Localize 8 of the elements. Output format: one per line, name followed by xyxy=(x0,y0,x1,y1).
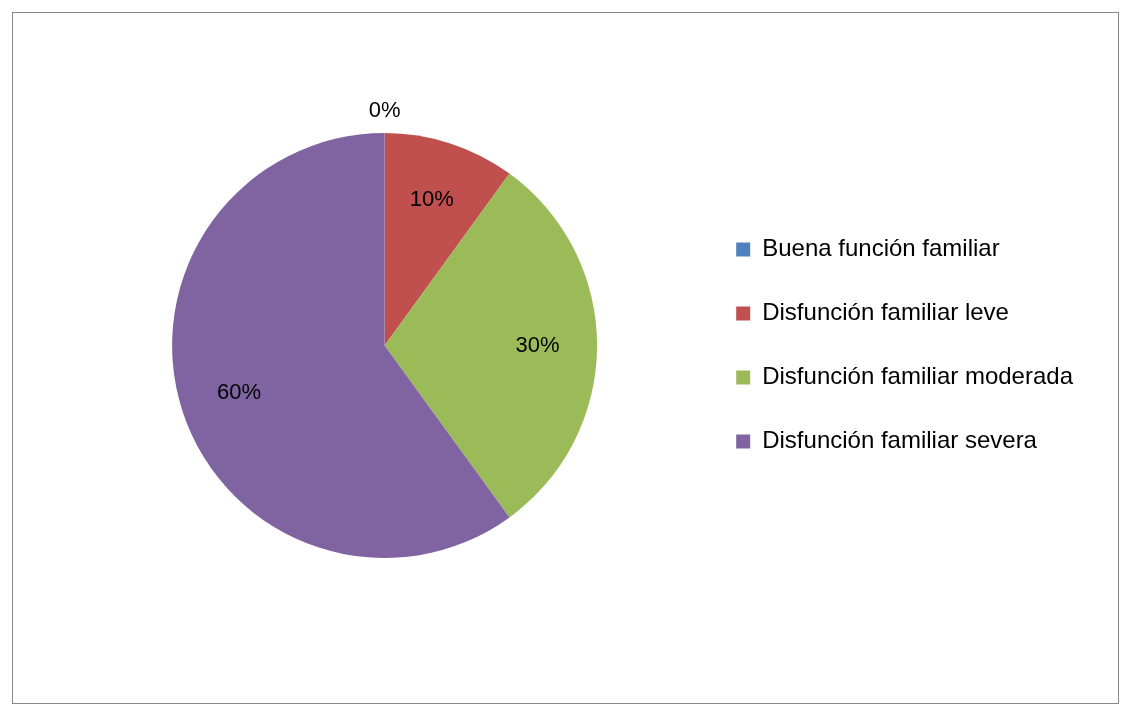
legend-label: Disfunción familiar leve xyxy=(762,298,1009,326)
data-label: 10% xyxy=(409,186,454,212)
legend-label: Disfunción familiar moderada xyxy=(762,362,1074,390)
data-label: 60% xyxy=(217,378,262,404)
legend-label: Buena función familiar xyxy=(762,234,1000,262)
text: 0% xyxy=(368,97,401,123)
legend-label: Disfunción familiar severa xyxy=(762,426,1038,454)
data-label: 30% xyxy=(515,331,560,357)
